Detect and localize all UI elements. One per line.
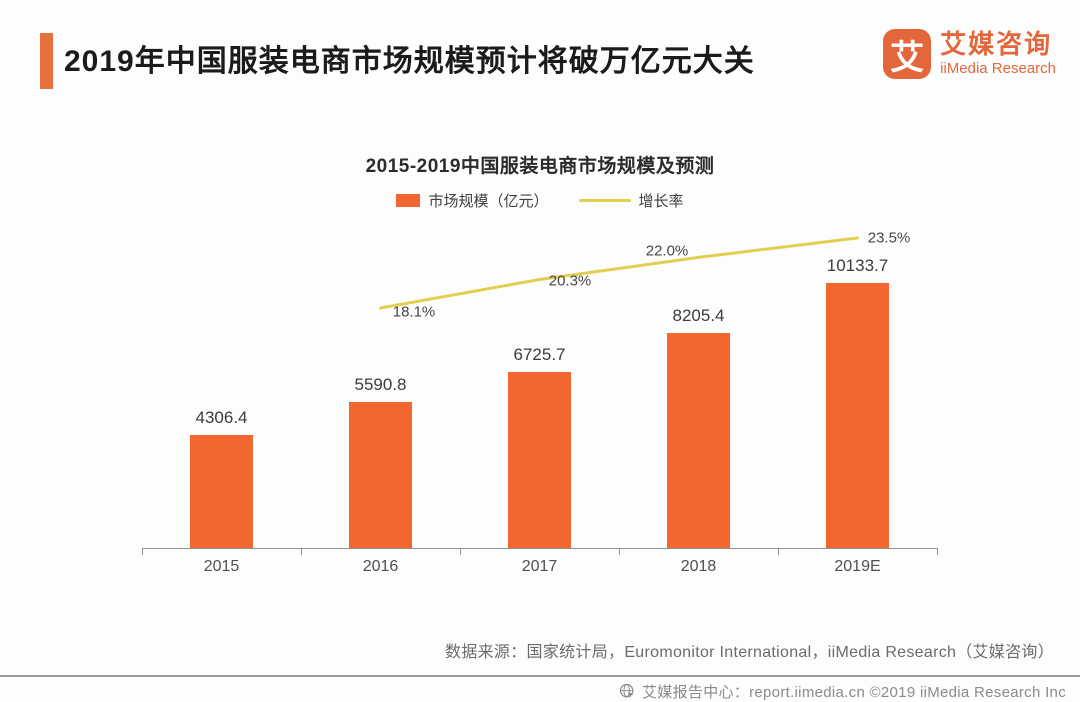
logo-name-en: iiMedia Research (940, 60, 1056, 78)
iimedia-logo-text: 艾媒咨询 iiMedia Research (940, 30, 1056, 77)
legend-label-growth-rate: 增长率 (638, 193, 684, 210)
report-title: 2019年中国服装电商市场规模预计将破万亿元大关 (64, 45, 755, 78)
bar-value-label-2015: 4306.4 (195, 408, 248, 427)
bar-value-label-2017: 6725.7 (513, 345, 566, 364)
x-axis-tick (301, 548, 302, 555)
chart-title: 2015-2019中国服装电商市场规模及预测 (365, 156, 715, 177)
page-footer: 艾媒报告中心：report.iimedia.cn ©2019 iiMedia R… (619, 681, 1066, 702)
bar-value-label-2018: 8205.4 (672, 306, 725, 325)
growth-rate-label-2018: 22.0% (645, 242, 689, 260)
x-axis-label-2018: 2018 (680, 558, 717, 575)
x-axis-tick (142, 548, 143, 555)
growth-rate-label-2016: 18.1% (392, 303, 436, 321)
logo-name-cn: 艾媒咨询 (940, 29, 1053, 60)
bar-series-swatch-icon (396, 194, 421, 207)
data-source-note: 数据来源：国家统计局，Euromonitor International，iiM… (445, 644, 1054, 661)
iimedia-logo-mark-icon: 艾 (883, 29, 932, 79)
bar-value-label-2019E: 10133.7 (826, 256, 889, 275)
bar-2019E (826, 283, 889, 548)
growth-rate-line (379, 236, 859, 310)
legend-label-market-size: 市场规模（亿元） (428, 193, 549, 210)
legend-item-growth-rate: 增长率 (578, 190, 684, 211)
bar-2018 (667, 333, 730, 548)
growth-rate-label-2017: 20.3% (548, 272, 592, 290)
x-axis-label-2015: 2015 (203, 558, 240, 575)
x-axis-tick (937, 548, 938, 555)
x-axis-label-2017: 2017 (521, 558, 558, 575)
bar-2016 (349, 402, 412, 548)
x-axis-tick (619, 548, 620, 555)
footer-text: 艾媒报告中心：report.iimedia.cn ©2019 iiMedia R… (642, 684, 1066, 701)
bar-value-label-2016: 5590.8 (354, 375, 407, 394)
x-axis-label-2019E: 2019E (834, 558, 881, 575)
growth-rate-label-2019E: 23.5% (867, 229, 911, 247)
title-accent-bar (40, 33, 53, 89)
line-series-swatch-icon (578, 199, 631, 202)
legend-item-market-size: 市场规模（亿元） (396, 190, 549, 211)
x-axis-tick (778, 548, 779, 555)
iimedia-logo: 艾 艾媒咨询 iiMedia Research (883, 29, 1056, 79)
chart-legend: 市场规模（亿元） 增长率 (0, 190, 1080, 211)
bar-2017 (508, 372, 571, 548)
report-center-globe-icon (619, 683, 634, 698)
x-axis-label-2016: 2016 (362, 558, 399, 575)
bar-2015 (190, 435, 253, 548)
x-axis-line (142, 548, 937, 549)
x-axis-tick (460, 548, 461, 555)
footer-divider (0, 675, 1080, 677)
